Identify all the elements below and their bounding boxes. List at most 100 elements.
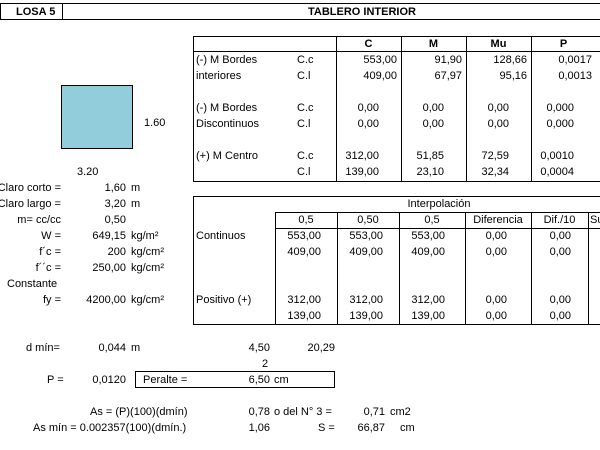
cell[interactable]: 312,00 — [349, 294, 383, 306]
param-value[interactable]: 250,00 — [92, 262, 126, 274]
param-value[interactable]: 200 — [107, 246, 126, 258]
cell[interactable]: 0,00 — [487, 118, 509, 130]
s-label: S = — [318, 422, 335, 434]
cell[interactable]: 139,00 — [411, 310, 445, 322]
cell[interactable]: 0,0013 — [558, 70, 592, 82]
interp-header: Dif./10 — [543, 214, 576, 226]
cell[interactable]: 0,0010 — [540, 150, 574, 162]
cell[interactable]: 553,00 — [363, 54, 397, 66]
slab-long-side-label: 3.20 — [77, 166, 99, 178]
asmin-value[interactable]: 1,06 — [248, 422, 270, 434]
param-label: f´c = — [39, 246, 61, 258]
value-2[interactable]: 2 — [261, 358, 269, 370]
p-label: P = — [47, 374, 64, 386]
header-title: TABLERO INTERIOR — [308, 6, 416, 18]
param-label: fy = — [42, 294, 61, 306]
param-label: Claro corto = — [0, 182, 61, 194]
cell[interactable]: 0,00 — [422, 118, 444, 130]
dir-label: C.l — [297, 166, 311, 178]
param-value[interactable]: 649,15 — [92, 230, 126, 242]
cell[interactable]: 139,00 — [349, 310, 383, 322]
cell[interactable]: 409,00 — [287, 246, 321, 258]
group-label: (-) M Bordes — [196, 102, 258, 114]
cell[interactable]: 312,00 — [411, 294, 445, 306]
constante-label: Constante — [7, 278, 58, 290]
param-value[interactable]: 1,60 — [104, 182, 126, 194]
s-unit: cm — [400, 422, 415, 434]
param-value[interactable]: 3,20 — [104, 198, 126, 210]
dmin-unit: m — [131, 342, 141, 354]
cell[interactable]: 0,00 — [549, 310, 571, 322]
interp-title: Interpolación — [407, 198, 471, 210]
param-unit: kg/cm² — [131, 262, 164, 274]
cell[interactable]: 139,00 — [345, 166, 379, 178]
cell[interactable]: 139,00 — [287, 310, 321, 322]
group-label: (+) M Centro — [196, 150, 259, 162]
as-no3-unit: cm2 — [390, 406, 411, 418]
cell[interactable]: 51,85 — [416, 150, 444, 162]
p-value[interactable]: 0,0120 — [92, 374, 126, 386]
col-header-mu: Mu — [490, 38, 507, 50]
cell[interactable]: 128,66 — [493, 54, 527, 66]
cell[interactable]: 72,59 — [481, 150, 509, 162]
peralte-value[interactable]: 6,50 — [248, 374, 270, 386]
dir-label: C.l — [297, 118, 311, 130]
s-value[interactable]: 66,87 — [357, 422, 385, 434]
as-no3-value[interactable]: 0,71 — [363, 406, 385, 418]
cell[interactable]: 0,00 — [549, 230, 571, 242]
cell[interactable]: 23,10 — [416, 166, 444, 178]
cell[interactable]: 0,00 — [422, 102, 444, 114]
cell[interactable]: 553,00 — [287, 230, 321, 242]
cell[interactable]: 32,34 — [481, 166, 509, 178]
cell[interactable]: 0,00 — [485, 310, 507, 322]
dir-label: C.c — [297, 150, 314, 162]
peralte-unit: cm — [274, 374, 289, 386]
dir-label: C.c — [297, 102, 314, 114]
dir-label: C.l — [297, 70, 311, 82]
cell[interactable]: 409,00 — [349, 246, 383, 258]
header-losa-label: LOSA 5 — [16, 6, 56, 18]
group-label: interiores — [196, 70, 242, 82]
dmin-value[interactable]: 0,044 — [98, 342, 126, 354]
cell[interactable]: 553,00 — [411, 230, 445, 242]
as-value[interactable]: 0,78 — [248, 406, 270, 418]
cell[interactable]: 0,000 — [546, 118, 574, 130]
param-unit: kg/m² — [131, 230, 159, 242]
as-label: As = (P)(100)(dmín) — [90, 406, 188, 418]
cell[interactable]: 0,000 — [546, 102, 574, 114]
cell[interactable]: 95,16 — [499, 70, 527, 82]
param-value[interactable]: 4200,00 — [86, 294, 126, 306]
cell[interactable]: 0,00 — [357, 118, 379, 130]
cell[interactable]: 0,00 — [485, 294, 507, 306]
cell[interactable]: 0,00 — [357, 102, 379, 114]
cell[interactable]: 0,00 — [485, 246, 507, 258]
cell[interactable]: 553,00 — [349, 230, 383, 242]
param-label: Claro largo = — [0, 198, 61, 210]
param-value[interactable]: 0,50 — [104, 214, 126, 226]
cell[interactable]: 409,00 — [411, 246, 445, 258]
cell[interactable]: 312,00 — [345, 150, 379, 162]
peralte-label: Peralte = — [143, 374, 188, 386]
interp-group-label: Continuos — [196, 230, 246, 242]
header-title-cell[interactable] — [62, 3, 600, 20]
cell[interactable]: 0,00 — [549, 246, 571, 258]
cell[interactable]: 91,90 — [434, 54, 462, 66]
cell[interactable]: 0,0004 — [540, 166, 574, 178]
asmin-label: As mín = 0.002357(100)(dmín.) — [33, 422, 187, 434]
value-20-29[interactable]: 20,29 — [307, 342, 335, 354]
cell[interactable]: 0,00 — [549, 294, 571, 306]
peralte-box[interactable] — [135, 371, 335, 388]
col-header-p: P — [559, 38, 568, 50]
cell[interactable]: 312,00 — [287, 294, 321, 306]
cell[interactable]: 0,0017 — [558, 54, 592, 66]
cell[interactable]: 0,00 — [485, 230, 507, 242]
as-or-label: o del N° 3 = — [274, 406, 332, 418]
param-label: W = — [41, 230, 61, 242]
interp-header: 0,50 — [357, 214, 379, 226]
cell[interactable]: 0,00 — [487, 102, 509, 114]
group-label: (-) M Bordes — [196, 54, 258, 66]
cell[interactable]: 409,00 — [363, 70, 397, 82]
dir-label: C.c — [297, 54, 314, 66]
value-4-50[interactable]: 4,50 — [248, 342, 270, 354]
cell[interactable]: 67,97 — [434, 70, 462, 82]
